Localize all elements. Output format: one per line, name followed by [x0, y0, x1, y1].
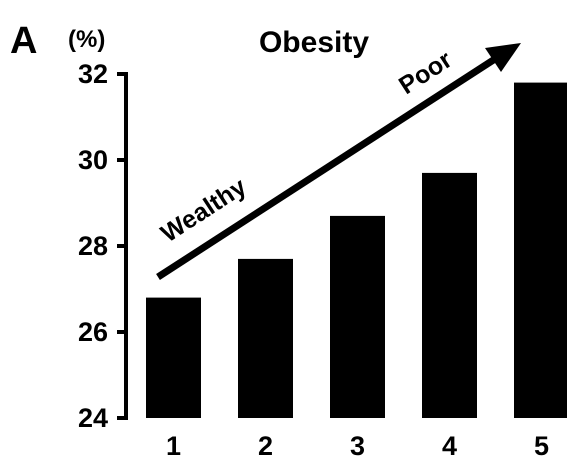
x-tick-label: 5	[534, 431, 549, 461]
panel-letter: A	[10, 20, 37, 62]
y-ticks-group: 24 26 28 30 32	[78, 59, 126, 433]
y-tick-label: 30	[78, 145, 108, 175]
y-tick-label: 28	[78, 231, 108, 261]
trend-arrow-shaft	[156, 54, 500, 280]
bar-5	[514, 82, 567, 418]
y-unit-label: (%)	[68, 26, 105, 53]
trend-arrow	[156, 43, 521, 280]
wealthy-label: Wealthy	[156, 173, 251, 248]
trend-arrow-head	[485, 43, 521, 72]
chart-title: Obesity	[259, 26, 369, 59]
x-tick-label: 3	[350, 431, 365, 461]
bar-2	[238, 258, 293, 418]
bars-group	[146, 82, 567, 418]
x-tick-label: 1	[166, 431, 181, 461]
bar-1	[146, 297, 201, 418]
bar-3	[330, 215, 385, 418]
x-ticks-group: 1 2 3 4 5	[166, 431, 549, 461]
y-tick-label: 26	[78, 317, 108, 347]
bar-4	[422, 172, 477, 418]
y-tick-label: 32	[78, 59, 108, 89]
x-tick-label: 4	[442, 431, 457, 461]
x-tick-label: 2	[258, 431, 273, 461]
y-tick-label: 24	[78, 403, 108, 433]
